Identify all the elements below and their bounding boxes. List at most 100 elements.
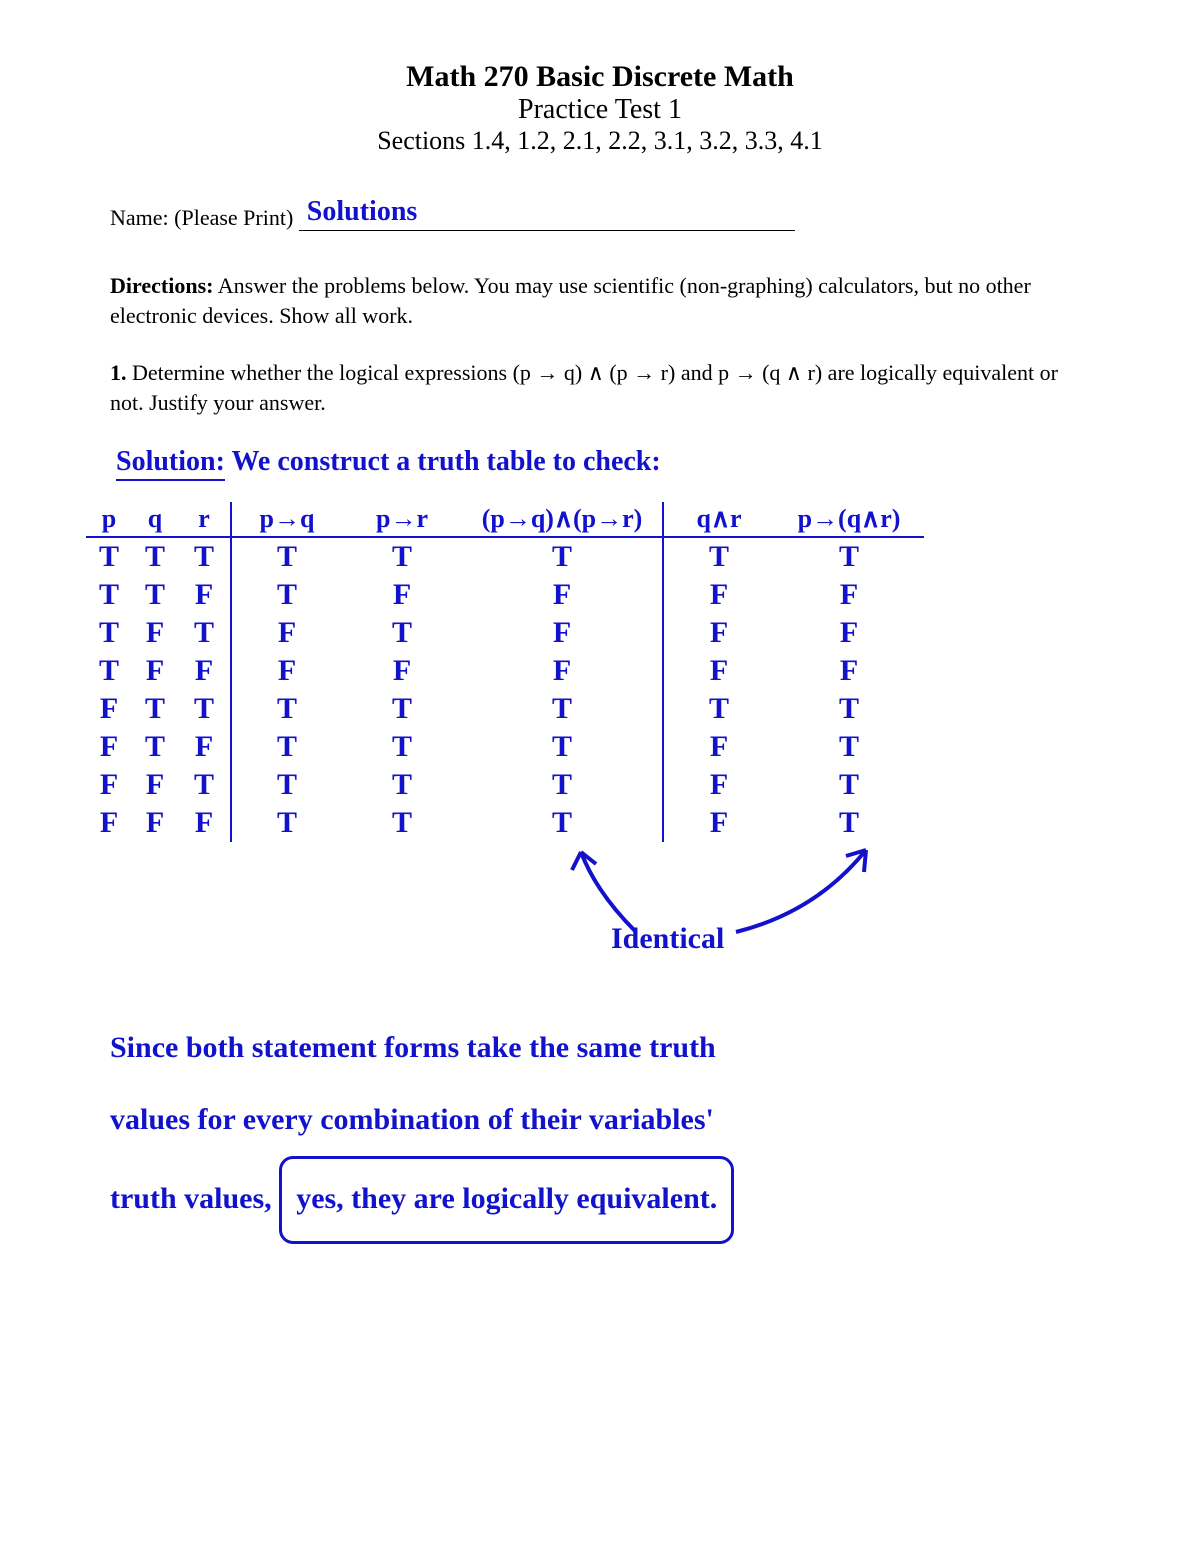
truth-table: p q r p→q p→r (p→q)∧(p→r) q∧r p→(q∧r) TT… bbox=[86, 502, 1090, 842]
page-header: Math 270 Basic Discrete Math Practice Te… bbox=[110, 60, 1090, 156]
truth-table-body: TTTTTTTTTTFTFFFFTFTFTFFFTFFFFFFFFTTTTTTT… bbox=[86, 538, 1090, 842]
tt-cell: T bbox=[86, 576, 132, 614]
tt-cell: T bbox=[774, 690, 924, 728]
identical-annotation: Identical bbox=[86, 852, 1090, 972]
table-row: TTFTFFFF bbox=[86, 576, 1090, 614]
tt-cell: T bbox=[342, 690, 462, 728]
tt-cell: T bbox=[462, 728, 664, 766]
tt-cell: F bbox=[342, 576, 462, 614]
tt-cell: F bbox=[664, 652, 774, 690]
table-row: FFTTTTFT bbox=[86, 766, 1090, 804]
tt-cell: F bbox=[664, 576, 774, 614]
tt-cell: T bbox=[178, 690, 232, 728]
tt-cell: F bbox=[774, 614, 924, 652]
tt-cell: F bbox=[664, 804, 774, 842]
tt-cell: T bbox=[132, 728, 178, 766]
tt-cell: F bbox=[664, 614, 774, 652]
question-1-text: Determine whether the logical expression… bbox=[110, 360, 1058, 415]
tt-cell: T bbox=[132, 538, 178, 576]
tt-cell: T bbox=[86, 652, 132, 690]
tt-cell: T bbox=[462, 804, 664, 842]
tt-cell: F bbox=[232, 614, 342, 652]
tt-cell: T bbox=[664, 538, 774, 576]
name-row: Name: (Please Print) Solutions bbox=[110, 196, 1090, 231]
directions-label: Directions: bbox=[110, 273, 213, 298]
tt-cell: T bbox=[342, 804, 462, 842]
tt-cell: F bbox=[664, 728, 774, 766]
conclusion-boxed: yes, they are logically equivalent. bbox=[279, 1156, 734, 1244]
tt-cell: F bbox=[132, 804, 178, 842]
tt-cell: F bbox=[132, 766, 178, 804]
table-row: TFTFTFFF bbox=[86, 614, 1090, 652]
tt-cell: F bbox=[462, 576, 664, 614]
tt-head-q: q bbox=[132, 502, 178, 538]
tt-cell: F bbox=[232, 652, 342, 690]
tt-cell: F bbox=[86, 804, 132, 842]
tt-cell: F bbox=[178, 804, 232, 842]
tt-cell: T bbox=[86, 614, 132, 652]
tt-cell: T bbox=[232, 538, 342, 576]
table-row: TTTTTTTT bbox=[86, 538, 1090, 576]
tt-cell: F bbox=[342, 652, 462, 690]
conclusion: Since both statement forms take the same… bbox=[110, 1012, 1090, 1244]
tt-cell: T bbox=[774, 538, 924, 576]
question-1-label: 1. bbox=[110, 360, 127, 385]
tt-cell: T bbox=[132, 576, 178, 614]
course-title: Math 270 Basic Discrete Math bbox=[110, 60, 1090, 94]
question-1: 1. Determine whether the logical express… bbox=[110, 358, 1090, 417]
tt-head-p: p bbox=[86, 502, 132, 538]
tt-cell: T bbox=[774, 728, 924, 766]
tt-cell: T bbox=[462, 766, 664, 804]
tt-cell: T bbox=[342, 614, 462, 652]
tt-head-pr: p→r bbox=[342, 502, 462, 538]
tt-cell: T bbox=[232, 804, 342, 842]
table-row: FTTTTTTT bbox=[86, 690, 1090, 728]
tt-cell: T bbox=[342, 766, 462, 804]
tt-cell: T bbox=[178, 614, 232, 652]
arrow-right-icon bbox=[706, 842, 1006, 962]
conclusion-line-3: truth values, yes, they are logically eq… bbox=[110, 1156, 1090, 1244]
tt-cell: F bbox=[462, 614, 664, 652]
test-subtitle: Practice Test 1 bbox=[110, 94, 1090, 126]
tt-cell: T bbox=[232, 766, 342, 804]
tt-head-pq: p→q bbox=[232, 502, 342, 538]
tt-cell: T bbox=[462, 690, 664, 728]
tt-cell: T bbox=[774, 804, 924, 842]
conclusion-line-1: Since both statement forms take the same… bbox=[110, 1012, 1090, 1084]
tt-cell: T bbox=[232, 690, 342, 728]
tt-cell: T bbox=[462, 538, 664, 576]
tt-cell: F bbox=[462, 652, 664, 690]
name-value: Solutions bbox=[307, 196, 418, 227]
tt-cell: F bbox=[178, 652, 232, 690]
tt-cell: F bbox=[86, 766, 132, 804]
tt-cell: F bbox=[664, 766, 774, 804]
tt-head-and: (p→q)∧(p→r) bbox=[462, 502, 664, 538]
tt-cell: T bbox=[232, 576, 342, 614]
name-field: Solutions bbox=[299, 196, 795, 231]
tt-cell: T bbox=[86, 538, 132, 576]
tt-head-qr: q∧r bbox=[664, 502, 774, 538]
name-label: Name: (Please Print) bbox=[110, 205, 293, 230]
tt-cell: T bbox=[132, 690, 178, 728]
sections-line: Sections 1.4, 1.2, 2.1, 2.2, 3.1, 3.2, 3… bbox=[110, 126, 1090, 156]
directions: Directions: Answer the problems below. Y… bbox=[110, 271, 1090, 330]
truth-table-header-row: p q r p→q p→r (p→q)∧(p→r) q∧r p→(q∧r) bbox=[86, 502, 1090, 538]
tt-cell: T bbox=[342, 538, 462, 576]
tt-cell: F bbox=[132, 652, 178, 690]
solution-heading-row: Solution: We construct a truth table to … bbox=[116, 446, 1090, 478]
solution-intro: We construct a truth table to check: bbox=[231, 446, 660, 477]
tt-cell: T bbox=[342, 728, 462, 766]
table-row: FTFTTTFT bbox=[86, 728, 1090, 766]
tt-cell: T bbox=[232, 728, 342, 766]
tt-cell: F bbox=[178, 576, 232, 614]
conclusion-line-2: values for every combination of their va… bbox=[110, 1084, 1090, 1156]
tt-head-imp: p→(q∧r) bbox=[774, 502, 924, 538]
solution-heading: Solution: bbox=[116, 446, 225, 481]
tt-cell: F bbox=[774, 576, 924, 614]
tt-cell: F bbox=[774, 652, 924, 690]
tt-cell: F bbox=[86, 728, 132, 766]
tt-cell: F bbox=[132, 614, 178, 652]
table-row: TFFFFFFF bbox=[86, 652, 1090, 690]
tt-cell: F bbox=[86, 690, 132, 728]
tt-cell: T bbox=[664, 690, 774, 728]
